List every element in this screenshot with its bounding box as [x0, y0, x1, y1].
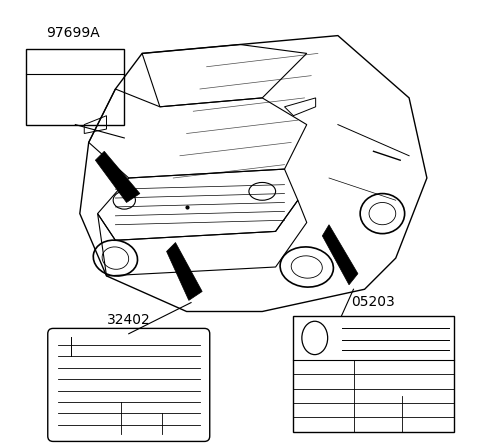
Text: 32402: 32402 — [107, 313, 151, 327]
Text: 97699A: 97699A — [46, 26, 100, 40]
Polygon shape — [96, 151, 140, 202]
Polygon shape — [167, 243, 202, 300]
Text: 05203: 05203 — [352, 295, 396, 309]
Polygon shape — [323, 225, 358, 285]
